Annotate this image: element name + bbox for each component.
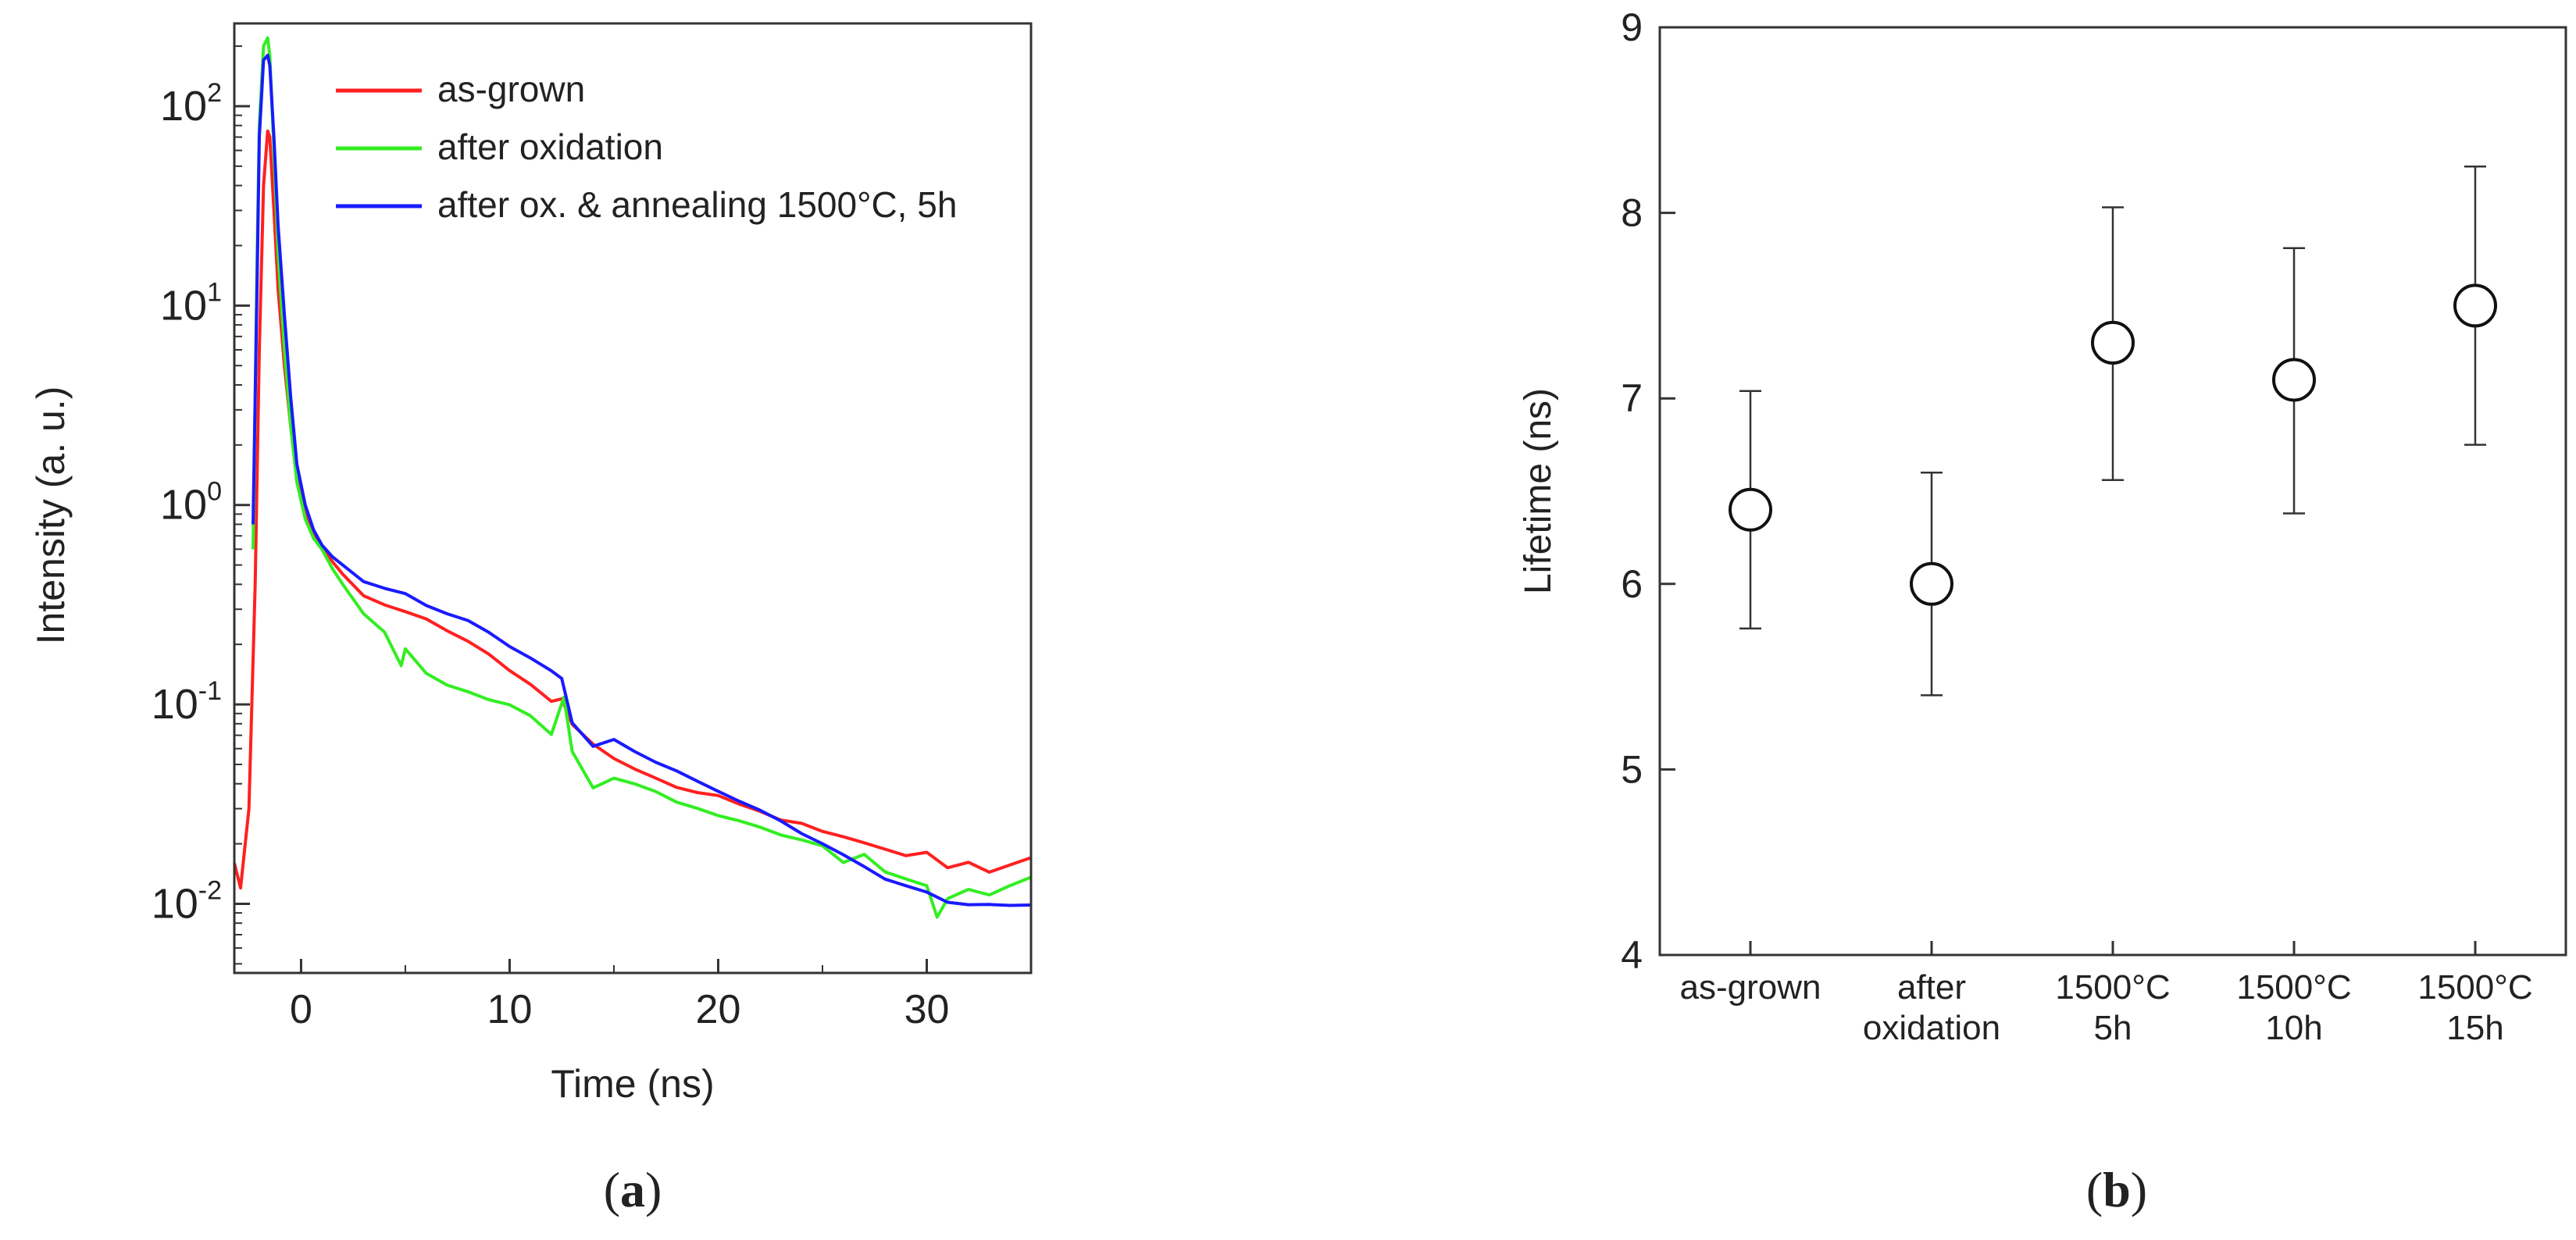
category-label-line: 5h <box>2094 1009 2132 1047</box>
legend-label-after-annealing: after ox. & annealing 1500°C, 5h <box>437 184 957 225</box>
panel-a-y-axis-title: Intensity (a. u.) <box>29 387 73 645</box>
panel-a-x-axis: 0 10 20 30 <box>290 959 1032 1032</box>
y-tick-label-base: 10 <box>152 681 198 728</box>
y-tick-label: 101 <box>160 277 222 329</box>
y-tick-label-base: 10 <box>160 282 207 329</box>
x-tick-label: 10 <box>487 987 533 1032</box>
x-tick-label: 20 <box>696 987 741 1032</box>
y-tick-label-exponent: 1 <box>207 277 222 307</box>
y-tick-label: 100 <box>160 477 222 529</box>
series-line-after-oxidation <box>252 36 1032 919</box>
series-line-as-grown <box>233 129 1032 890</box>
y-tick-label-exponent: 2 <box>207 78 222 108</box>
panel-b-points-layer <box>1729 165 2497 697</box>
panel-b-y-axis: 4 5 6 7 8 9 <box>1621 5 1675 977</box>
y-tick-label: 4 <box>1621 933 1643 977</box>
y-tick-label: 6 <box>1621 562 1643 606</box>
panel-a-x-axis-title: Time (ns) <box>551 1062 714 1106</box>
panel-b-label-close: ) <box>2131 1162 2147 1217</box>
category-label-line: 1500°C <box>2236 968 2351 1007</box>
panel-b-label-letter: b <box>2103 1162 2131 1217</box>
y-tick-label-base: 10 <box>160 83 207 130</box>
x-tick-label: 0 <box>290 987 312 1032</box>
y-tick-label-exponent: -2 <box>198 875 222 905</box>
y-tick-label: 10-1 <box>152 676 222 728</box>
category-label-line: 15h <box>2446 1009 2503 1047</box>
panel-b-label-open: ( <box>2086 1162 2103 1217</box>
category-label-line: 1500°C <box>2055 968 2170 1007</box>
legend-label-after-oxidation: after oxidation <box>437 126 663 167</box>
panel-a-label-close: ) <box>645 1162 662 1217</box>
y-tick-label: 10-2 <box>152 875 222 927</box>
panel-b-y-axis-title: Lifetime (ns) <box>1518 388 1559 594</box>
category-label-line: 10h <box>2265 1009 2322 1047</box>
category-label: 1500°C 15h <box>2417 968 2532 1047</box>
y-tick-label: 8 <box>1621 191 1643 235</box>
panel-a-label: (a) <box>604 1162 662 1217</box>
category-label: after oxidation <box>1863 968 2000 1047</box>
data-point <box>2453 283 2497 328</box>
panel-a-series-layer <box>233 36 1032 919</box>
y-tick-label: 9 <box>1621 5 1643 49</box>
y-tick-label: 5 <box>1621 747 1643 791</box>
category-label-line: oxidation <box>1863 1009 2000 1047</box>
data-point <box>1910 561 1953 606</box>
data-point <box>2272 358 2316 402</box>
category-label-line: as-grown <box>1680 968 1821 1007</box>
series-line-after-ox-annealing-1500-c-5h <box>252 53 1032 907</box>
panel-a-label-open: ( <box>604 1162 620 1217</box>
panel-a-plot-frame <box>233 22 1033 975</box>
y-tick-label-base: 10 <box>152 880 198 927</box>
category-label: 1500°C 5h <box>2055 968 2170 1047</box>
panel-a-legend: as-grown after oxidation after ox. & ann… <box>336 69 957 225</box>
panel-a-label-letter: a <box>620 1162 645 1217</box>
y-tick-label: 7 <box>1621 376 1643 420</box>
category-label-line: after <box>1897 968 1966 1007</box>
category-label: 1500°C 10h <box>2236 968 2351 1047</box>
panel-b-label: (b) <box>2086 1162 2147 1217</box>
y-tick-label: 102 <box>160 78 222 130</box>
data-point <box>1729 487 1772 532</box>
data-point <box>2091 320 2135 365</box>
y-tick-label-exponent: -1 <box>198 676 222 706</box>
y-tick-label-base: 10 <box>160 482 207 529</box>
category-label: as-grown <box>1680 968 1821 1007</box>
y-tick-label-exponent: 0 <box>207 477 222 507</box>
x-tick-label: 30 <box>904 987 950 1032</box>
category-label-line: 1500°C <box>2417 968 2532 1007</box>
legend-label-as-grown: as-grown <box>437 69 585 109</box>
